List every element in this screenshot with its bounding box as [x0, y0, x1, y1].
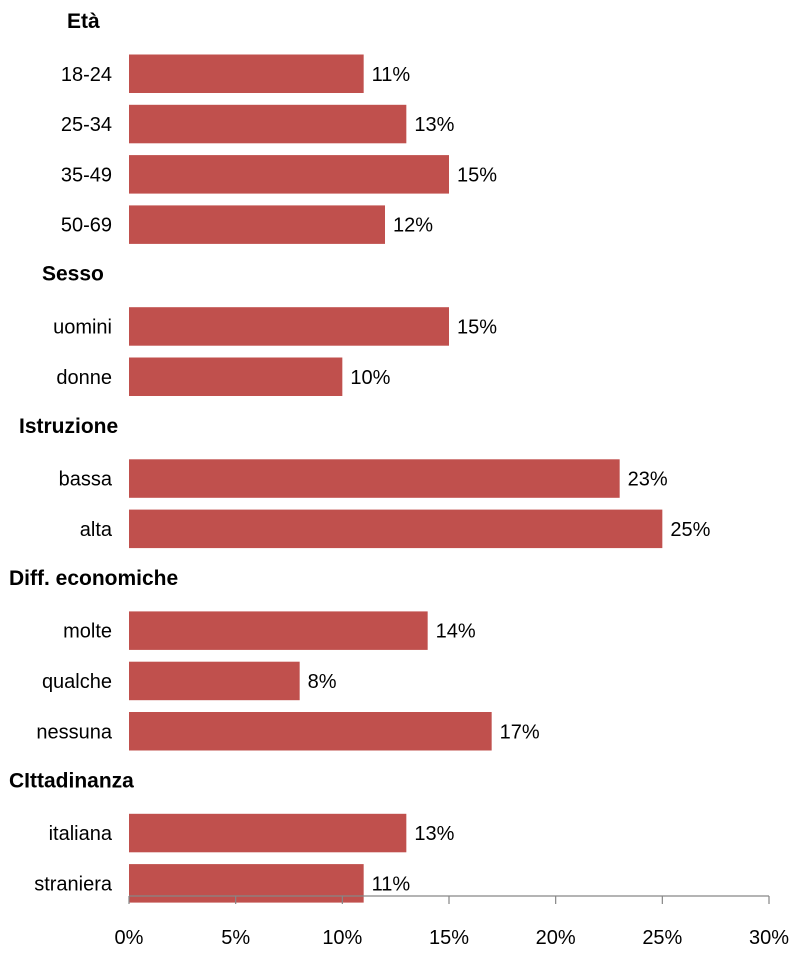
category-label: 35-49 [61, 164, 112, 186]
data-label: 10% [350, 367, 390, 389]
category-label: alta [80, 519, 113, 541]
data-label: 11% [372, 64, 411, 86]
data-label: 25% [670, 519, 710, 541]
chart-marks: Età 18-24 11% 25-34 13% 35-49 15% 50-69 12% Sesso… [9, 10, 711, 903]
category-label: 50-69 [61, 215, 112, 237]
bar [129, 104, 407, 144]
data-label: 14% [436, 621, 476, 643]
bar [129, 712, 492, 751]
group-label: Sesso [42, 263, 104, 286]
category-label: qualche [42, 671, 112, 693]
x-tick-label: 30% [749, 927, 789, 949]
bar [129, 307, 449, 346]
data-label: 12% [393, 215, 433, 237]
category-label: italiana [49, 823, 113, 845]
bar [129, 54, 364, 93]
x-tick-label: 5% [221, 927, 250, 949]
data-label: 15% [457, 164, 497, 186]
data-label: 13% [414, 823, 454, 845]
bar [129, 205, 385, 244]
category-label: uomini [53, 316, 112, 338]
bar [129, 509, 663, 549]
bar [129, 864, 364, 903]
x-tick-label: 15% [429, 927, 469, 949]
x-tick-label: 25% [642, 927, 682, 949]
category-label: straniera [34, 873, 113, 895]
category-label: molte [63, 621, 112, 643]
x-tick-label: 10% [322, 927, 362, 949]
x-tick-label: 20% [536, 927, 576, 949]
data-label: 23% [628, 469, 668, 491]
bar [129, 459, 620, 498]
data-label: 11% [372, 873, 411, 895]
bar [129, 661, 300, 701]
category-label: bassa [59, 469, 113, 491]
group-label: Istruzione [19, 415, 118, 438]
category-label: donne [56, 367, 112, 389]
data-label: 13% [414, 114, 454, 136]
category-label: nessuna [36, 721, 112, 743]
data-label: 15% [457, 316, 497, 338]
x-tick-label: 0% [115, 927, 144, 949]
data-label: 8% [308, 671, 337, 693]
category-label: 18-24 [61, 64, 112, 86]
bar [129, 357, 343, 396]
group-label: CIttadinanza [9, 769, 134, 792]
bar [129, 813, 407, 853]
bar [129, 611, 428, 650]
x-axis: 0% 5% 10% 15% 20% 25% 30% [115, 895, 789, 949]
data-label: 17% [500, 721, 540, 743]
group-label: Età [67, 10, 100, 33]
group-label: Diff. economiche [9, 567, 178, 590]
category-label: 25-34 [61, 114, 112, 136]
bar [129, 155, 449, 194]
